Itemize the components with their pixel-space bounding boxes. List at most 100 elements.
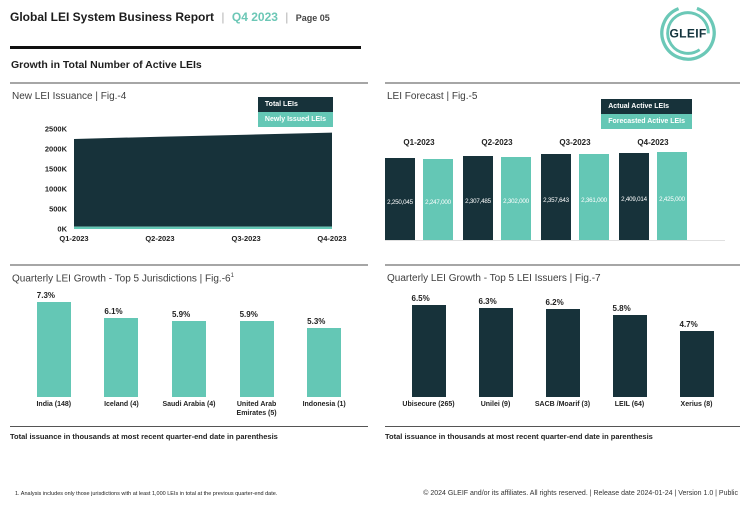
jurisdiction-bar [239,320,274,398]
forecast-bar: 2,302,000 [501,156,531,240]
footnote-marker: 1 [230,273,234,279]
issuer-bar [679,330,714,397]
bar-value: 2,409,014 [621,196,647,204]
separator: | [221,10,225,24]
jurisdiction-bar [171,320,206,398]
issuer-bar [612,314,647,397]
analysis-footnote: 1. Analysis includes only those jurisdic… [15,491,278,497]
gleif-logo-text: GLEIF [669,26,706,40]
legend: Total LEIs Newly Issued LEIs [257,97,333,127]
forecast-bar: 2,247,000 [423,158,453,240]
pct-label: 7.3% [36,291,56,301]
pct-label: 5.9% [171,309,191,319]
chart-title: New LEI Issuance | Fig.-4 [12,91,127,102]
x-axis-tick: Q1-2023 [59,234,89,243]
bar-value: 2,307,485 [465,198,491,206]
x-axis-tick: Q2-2023 [145,234,175,243]
issuer-bar [545,309,580,397]
bar-value: 2,302,000 [503,198,529,206]
y-axis-tick: 1500K [44,164,67,174]
quarter-label: Q4-2023 [637,138,669,147]
grouped-bar-chart: Q1-2023 2,250,045 2,247,000 Q2-2023 2,30… [385,138,740,240]
category-labels: Ubisecure (265) Unilei (9) SACB /Moarif … [385,401,740,421]
chart-footnote: Total issuance in thousands at most rece… [385,426,740,441]
bar-chart: 6.5% 6.3% 6.2% 5.8% 4.7% [385,290,740,397]
report-header: Global LEI System Business Report | Q4 2… [0,0,750,25]
panel-top5-jurisdictions: Quarterly LEI Growth - Top 5 Jurisdictio… [10,264,368,450]
report-title: Global LEI System Business Report [10,10,215,24]
y-axis-tick: 0K [57,224,67,234]
x-axis: Q1-2023 Q2-2023 Q3-2023 Q4-2023 [59,234,346,244]
chart-title: LEI Forecast | Fig.-5 [387,91,478,102]
quarter-group: Q3-2023 2,357,643 2,361,000 [541,138,609,240]
issuer-bar [411,305,446,397]
pct-label: 6.2% [545,298,564,308]
quarter-group: Q4-2023 2,409,014 2,425,000 [619,138,687,240]
pct-label: 5.3% [307,317,326,327]
bar-value: 2,425,000 [659,196,685,203]
legend: Actual Active LEIs Forecasted Active LEI… [601,99,692,129]
jurisdiction-label: Iceland (4) [104,401,139,409]
actual-bar: 2,357,643 [541,154,571,240]
pct-label: 5.8% [612,303,631,313]
forecast-bar: 2,425,000 [657,152,687,240]
jurisdiction-label: United Arab Emirates (5) [236,401,277,417]
legend-item-actual-active-leis: Actual Active LEIs [601,99,692,114]
pct-label: 6.1% [104,306,123,316]
section-title: Growth in Total Number of Active LEIs [11,59,202,71]
category-labels: India (148) Iceland (4) Saudi Arabia (4)… [10,401,368,421]
jurisdiction-bar [36,302,71,398]
bar-value: 2,361,000 [581,197,607,205]
panel-new-lei-issuance: New LEI Issuance | Fig.-4 Total LEIs New… [10,82,368,264]
jurisdiction-bar [104,317,139,398]
area-chart-canvas [74,132,332,229]
x-axis-tick: Q3-2023 [231,234,261,243]
actual-bar: 2,250,045 [385,158,415,240]
x-axis-tick: Q4-2023 [317,234,347,243]
issuer-label: LEIL (64) [614,401,645,408]
gleif-logo-icon: GLEIF [660,5,716,61]
jurisdiction-bar [307,328,342,398]
quarter-group: Q1-2023 2,250,045 2,247,000 [385,138,453,240]
gleif-logo: GLEIF [657,2,719,64]
issuer-label: Ubisecure (265) [402,401,455,408]
quarter-group: Q2-2023 2,307,485 2,302,000 [463,138,531,240]
separator: | [285,10,289,24]
quarter-label: Q2-2023 [481,138,513,147]
actual-bar: 2,307,485 [463,156,493,240]
jurisdiction-label: India (148) [36,401,72,409]
panel-top5-lei-issuers: Quarterly LEI Growth - Top 5 LEI Issuers… [385,264,740,450]
pct-label: 6.5% [411,294,430,303]
issuer-label: SACB /Moarif (3) [534,401,591,408]
pct-label: 5.9% [239,309,258,319]
quarter-label: Q1-2023 [403,138,435,147]
baseline [385,240,725,241]
forecast-bar: 2,361,000 [579,154,609,240]
copyright-line: © 2024 GLEIF and/or its affiliates. All … [423,490,738,497]
y-axis-tick: 2000K [44,144,67,154]
issuer-bar [478,307,513,397]
newly-issued-strip [74,226,332,229]
chart-title: Quarterly LEI Growth - Top 5 LEI Issuers… [387,273,601,284]
actual-bar: 2,409,014 [619,152,649,240]
y-axis-tick: 1000K [44,184,67,194]
bar-value: 2,250,045 [387,199,413,207]
panel-lei-forecast: LEI Forecast | Fig.-5 Actual Active LEIs… [385,82,740,264]
report-period: Q4 2023 [231,10,278,24]
y-axis-tick: 500K [49,204,67,214]
pct-label: 4.7% [679,319,698,329]
bar-value: 2,357,643 [543,197,569,205]
bar-value: 2,247,000 [425,199,451,207]
legend-item-forecasted-active-leis: Forecasted Active LEIs [601,114,692,129]
legend-item-total-leis: Total LEIs [257,97,333,112]
pct-label: 6.3% [478,296,497,306]
chart-title: Quarterly LEI Growth - Top 5 Jurisdictio… [12,273,234,285]
jurisdiction-label: Saudi Arabia (4) [162,401,216,409]
legend-item-newly-issued-leis: Newly Issued LEIs [257,112,333,127]
section-divider-bar [10,46,361,49]
area-chart: 2500K 2000K 1500K 1000K 500K 0K [45,125,332,234]
page-number: Page 05 [295,13,330,23]
jurisdiction-label: Indonesia (1) [302,401,346,409]
total-leis-area [74,132,332,227]
